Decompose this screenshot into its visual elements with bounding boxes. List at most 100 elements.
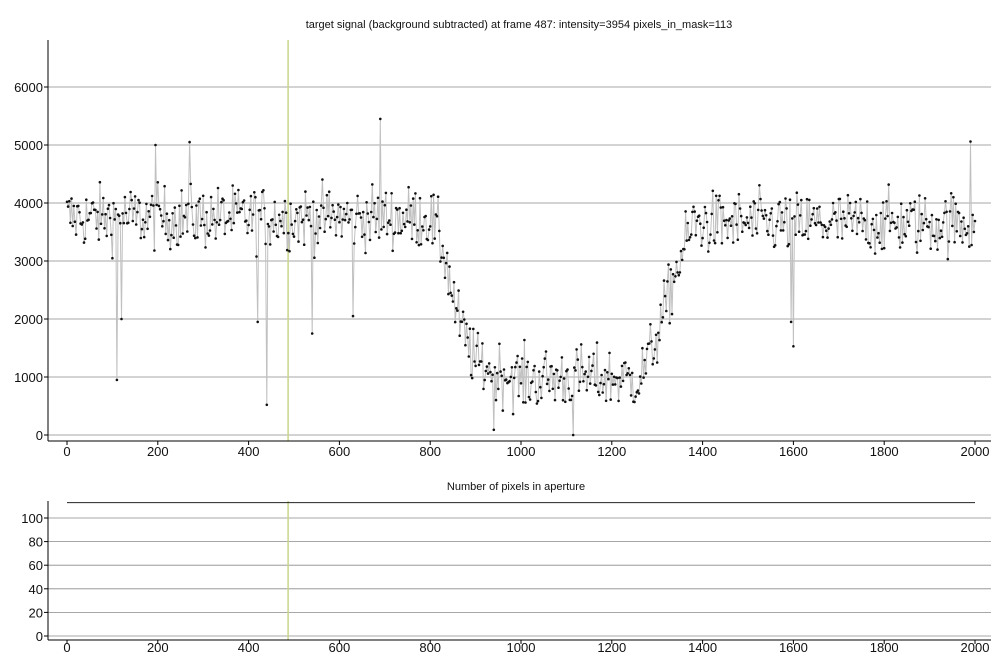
signal-point [595,341,599,344]
signal-point [804,229,808,233]
signal-point [607,377,610,381]
signal-point [111,256,114,260]
signal-point [566,368,569,371]
signal-point [760,209,763,212]
signal-point [637,392,641,395]
signal-point [694,233,698,237]
signal-point [66,205,70,208]
signal-point [366,212,370,215]
signal-point [634,395,637,398]
signal-point [148,215,152,219]
signal-point [526,360,530,364]
signal-point [226,219,230,223]
signal-point [153,249,156,252]
signal-point [940,235,944,239]
signal-point [718,194,721,198]
signal-point [923,197,927,200]
signal-point [198,197,202,200]
signal-point [702,226,705,229]
signal-point [442,256,446,260]
signal-point [184,203,188,207]
signal-point [292,235,296,238]
signal-point [949,192,953,195]
signal-point [835,219,838,222]
signal-point [707,250,710,253]
signal-point [132,207,136,210]
signal-point [817,221,820,224]
signal-point [499,370,502,373]
signal-point [583,372,586,376]
signal-point [612,375,616,379]
signal-point [744,223,747,227]
signal-point [896,215,900,219]
signal-point [800,198,803,202]
signal-point [197,200,200,203]
signal-point [953,240,956,244]
signal-chart-x-ticks: 0 200 400 600 800 1000 1200 1400 1600 1800 2000 [63,441,989,459]
signal-point [687,238,691,242]
signal-point [283,199,287,203]
y-tick-label-5000: 5000 [14,138,43,153]
signal-point [938,236,942,240]
signal-point [713,241,717,245]
signal-point [163,184,166,188]
signal-point [222,198,225,202]
signal-point [476,331,480,335]
signal-point [205,210,208,214]
signal-point [441,244,445,248]
signal-point [474,364,477,368]
signal-point [189,182,192,186]
signal-point [490,379,493,383]
signal-point [255,255,258,258]
signal-point [384,191,388,195]
signal-point [798,214,802,217]
signal-point [912,208,915,211]
signal-point [179,235,182,238]
signal-point [468,327,472,331]
signal-point [854,200,858,204]
signal-point [539,385,542,389]
signal-point [786,244,789,248]
signal-point [853,211,856,214]
signal-point [903,232,906,236]
signal-point [734,202,737,206]
signal-point [207,234,211,237]
signal-point [212,207,215,211]
signal-point [753,202,757,205]
x-tick-label-400: 400 [238,444,260,459]
signal-point [74,233,78,236]
signal-point [443,276,447,280]
signal-point [627,367,631,370]
signal-point [677,273,681,277]
signal-point [830,218,834,221]
signal-point [915,251,919,254]
signal-point [483,378,487,382]
signal-point [672,280,676,284]
signal-point [69,221,72,225]
signal-point [458,334,462,338]
signal-point [767,233,770,236]
signal-point [273,200,277,204]
signal-point [481,342,484,345]
signal-point [251,213,255,216]
signal-point [94,208,97,212]
signal-point [494,398,498,402]
signal-point [400,229,404,233]
signal-point [515,361,518,364]
signal-point [134,223,138,226]
signal-point [932,234,936,238]
signal-point [497,387,500,391]
signal-point [541,374,544,378]
signal-point [704,211,708,215]
signal-point [411,197,415,200]
signal-point [535,402,539,405]
signal-point [886,214,889,218]
signal-point [781,229,785,232]
signal-point [217,223,221,226]
signal-point [509,375,513,379]
signal-point [107,203,111,207]
signal-point [329,226,332,229]
signal-point [240,207,244,211]
signal-point [492,428,496,432]
signal-point [907,224,911,227]
